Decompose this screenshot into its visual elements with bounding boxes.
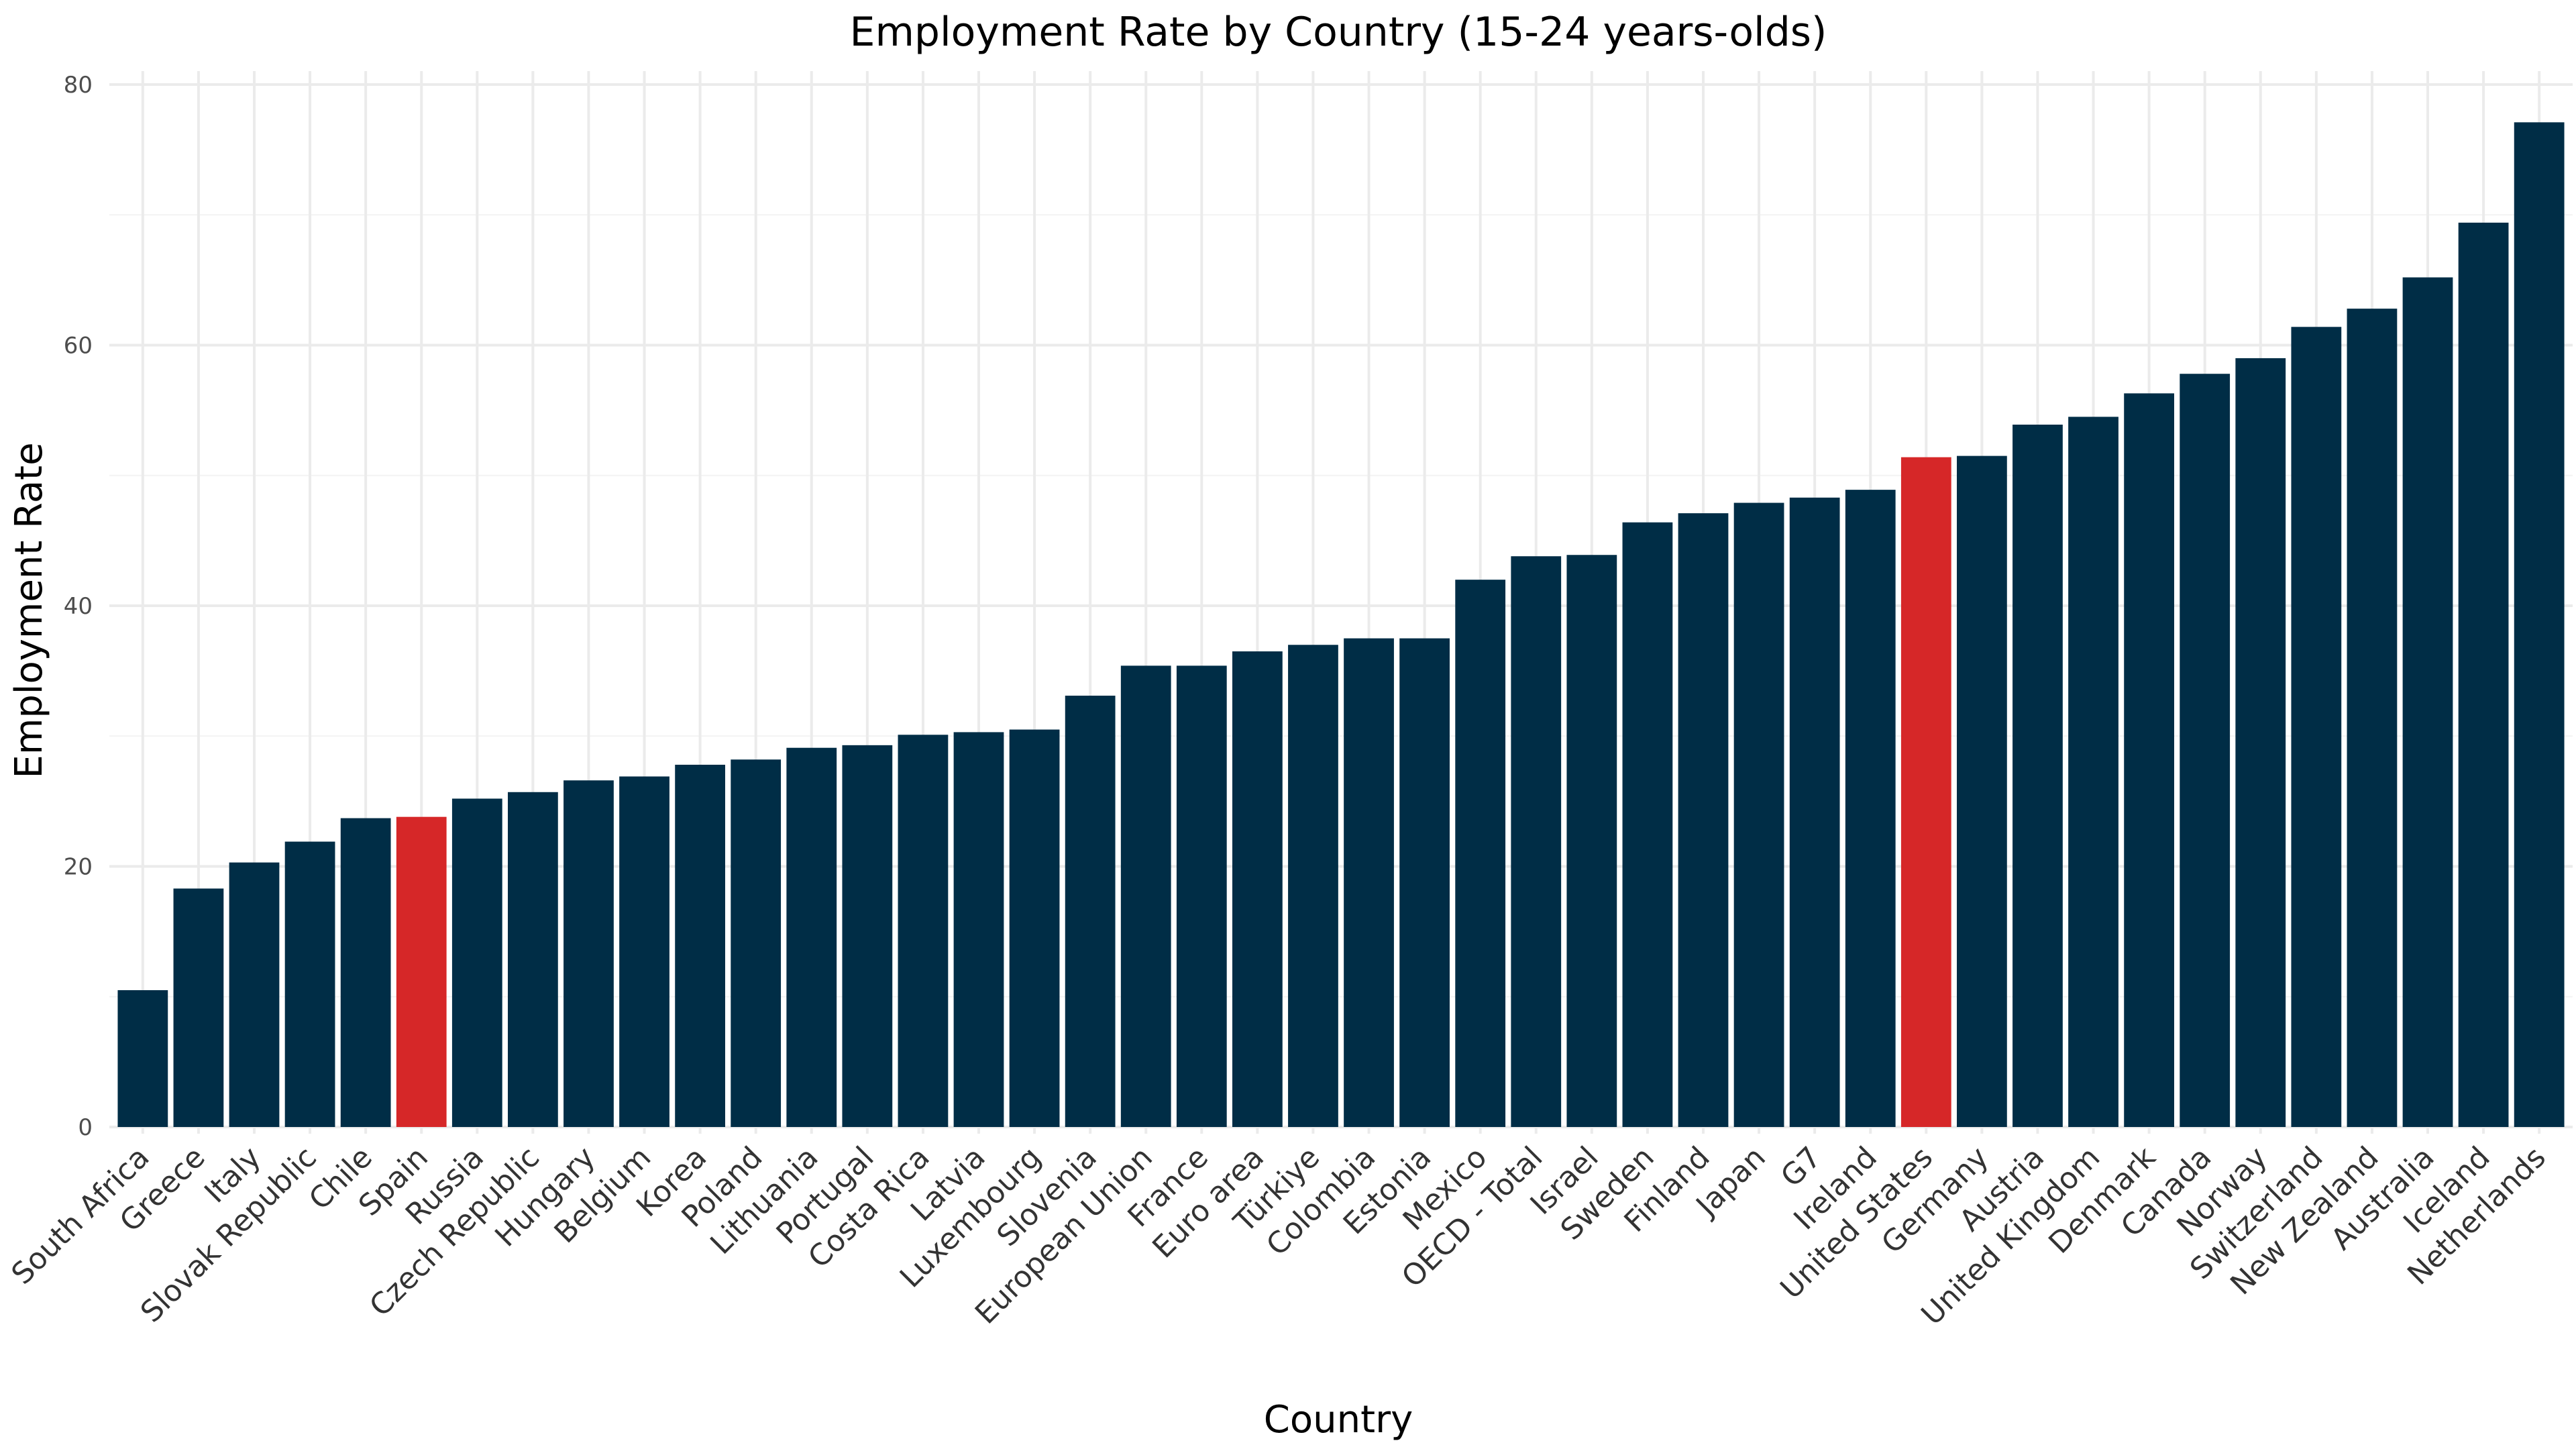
bar-austria [2012, 424, 2063, 1128]
bar-france [1176, 665, 1227, 1127]
bar-japan [1733, 502, 1784, 1127]
bars [117, 122, 2565, 1128]
bar-south-africa [117, 990, 168, 1127]
bar-australia [2402, 277, 2453, 1127]
y-axis-title: Employment Rate [7, 442, 51, 778]
bar-costa-rica [898, 735, 949, 1127]
bar-slovenia [1065, 696, 1116, 1127]
bar-greece [173, 888, 224, 1127]
bar-italy [229, 862, 280, 1127]
bar-poland [731, 759, 782, 1127]
bar-estonia [1399, 638, 1450, 1127]
y-tick-label: 40 [64, 593, 93, 620]
bar-luxembourg [1009, 729, 1060, 1127]
bar-iceland [2458, 222, 2509, 1127]
x-axis-title: Country [1264, 1398, 1413, 1442]
bar-euro-area [1232, 651, 1283, 1127]
bar-united-states [1900, 457, 1951, 1127]
bar-korea [675, 764, 725, 1127]
bar-mexico [1455, 580, 1506, 1127]
bar-new-zealand [2347, 309, 2398, 1127]
bar-ireland [1845, 490, 1896, 1127]
bar-hungary [564, 780, 614, 1127]
y-tick-label: 20 [64, 854, 93, 881]
bar-slovak-republic [284, 841, 335, 1127]
y-tick-label: 80 [64, 72, 93, 99]
bar-canada [2180, 374, 2231, 1127]
bar-lithuania [786, 747, 837, 1127]
bar-belgium [619, 776, 669, 1127]
bar-finland [1678, 513, 1729, 1127]
bar-czech-republic [508, 792, 558, 1127]
bar-russia [451, 798, 502, 1127]
y-tick-label: 60 [64, 333, 93, 360]
bar-israel [1566, 555, 1617, 1127]
y-tick-label: 0 [78, 1114, 93, 1141]
bar-colombia [1344, 638, 1394, 1127]
bar-netherlands [2514, 122, 2565, 1127]
bar-oecd-total [1511, 556, 1562, 1127]
bar-sweden [1622, 522, 1673, 1127]
y-axis-ticks: 0 20 40 60 80 [64, 72, 93, 1141]
bar-germany [1957, 455, 2007, 1127]
bar-spain [396, 816, 447, 1127]
bar-switzerland [2291, 327, 2342, 1128]
bar-latvia [953, 732, 1004, 1127]
bar-norway [2235, 358, 2286, 1127]
bar-portugal [842, 745, 893, 1127]
bar-united-kingdom [2068, 417, 2118, 1127]
bar-t-rkiye [1288, 645, 1338, 1127]
bar-chile [340, 818, 391, 1127]
bar-european-union [1120, 665, 1171, 1127]
chart-title: Employment Rate by Country (15-24 years-… [850, 9, 1827, 56]
bar-denmark [2124, 393, 2174, 1127]
bar-g7 [1789, 497, 1840, 1127]
